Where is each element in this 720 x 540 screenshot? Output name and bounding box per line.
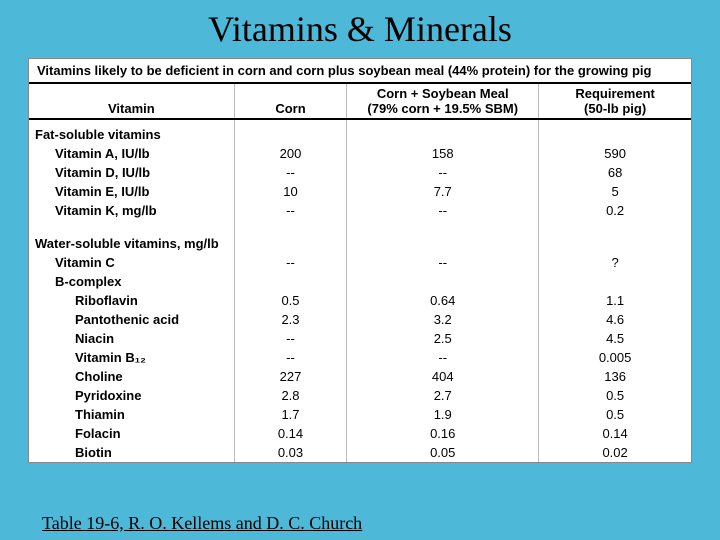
table-row: Vitamin B₁₂----0.005	[29, 348, 691, 367]
table-row: Pantothenic acid2.33.24.6	[29, 310, 691, 329]
cell: 1.9	[347, 405, 539, 424]
table-row: Fat-soluble vitamins	[29, 125, 691, 144]
vitamins-table-container: Vitamins likely to be deficient in corn …	[28, 58, 692, 463]
row-name: Vitamin D, IU/lb	[29, 163, 234, 182]
row-name: Riboflavin	[29, 291, 234, 310]
table-row: Vitamin D, IU/lb----68	[29, 163, 691, 182]
cell: 2.8	[234, 386, 347, 405]
cell: 158	[347, 144, 539, 163]
cell: 4.5	[539, 329, 691, 348]
cell: 0.005	[539, 348, 691, 367]
row-name: Thiamin	[29, 405, 234, 424]
table-row: Niacin--2.54.5	[29, 329, 691, 348]
cell: 2.5	[347, 329, 539, 348]
cell: 10	[234, 182, 347, 201]
table-row: Water-soluble vitamins, mg/lb	[29, 234, 691, 253]
cell: 0.05	[347, 443, 539, 462]
cell: 4.6	[539, 310, 691, 329]
cell: --	[347, 163, 539, 182]
cell: --	[234, 201, 347, 220]
row-name: Vitamin C	[29, 253, 234, 272]
cell: 227	[234, 367, 347, 386]
cell: 0.14	[234, 424, 347, 443]
col-mix: Corn + Soybean Meal (79% corn + 19.5% SB…	[347, 84, 539, 119]
col-mix-l2: (79% corn + 19.5% SBM)	[367, 101, 518, 116]
cell: 0.64	[347, 291, 539, 310]
table-row: Biotin0.030.050.02	[29, 443, 691, 462]
row-name: Pantothenic acid	[29, 310, 234, 329]
col-corn: Corn	[234, 84, 347, 119]
section-bcomplex: B-complex	[29, 272, 234, 291]
cell: --	[347, 348, 539, 367]
row-name: Biotin	[29, 443, 234, 462]
cell: --	[234, 163, 347, 182]
cell: 0.2	[539, 201, 691, 220]
cell: --	[234, 253, 347, 272]
table-row: Choline227404136	[29, 367, 691, 386]
cell: ?	[539, 253, 691, 272]
cell: --	[234, 329, 347, 348]
cell: 0.14	[539, 424, 691, 443]
table-row: Vitamin K, mg/lb----0.2	[29, 201, 691, 220]
table-row: Thiamin1.71.90.5	[29, 405, 691, 424]
row-name: Vitamin A, IU/lb	[29, 144, 234, 163]
cell: 1.1	[539, 291, 691, 310]
cell: 0.5	[234, 291, 347, 310]
col-req-l1: Requirement	[575, 86, 654, 101]
table-row: Pyridoxine2.82.70.5	[29, 386, 691, 405]
cell: 68	[539, 163, 691, 182]
cell: 0.03	[234, 443, 347, 462]
row-name: Niacin	[29, 329, 234, 348]
cell: 136	[539, 367, 691, 386]
table-row: Riboflavin0.50.641.1	[29, 291, 691, 310]
source-citation: Table 19-6, R. O. Kellems and D. C. Chur…	[42, 513, 362, 534]
table-row: B-complex	[29, 272, 691, 291]
cell: 590	[539, 144, 691, 163]
row-name: Pyridoxine	[29, 386, 234, 405]
cell: 5	[539, 182, 691, 201]
cell: 2.3	[234, 310, 347, 329]
col-mix-l1: Corn + Soybean Meal	[377, 86, 509, 101]
row-name: Vitamin B₁₂	[29, 348, 234, 367]
cell: 2.7	[347, 386, 539, 405]
cell: 0.02	[539, 443, 691, 462]
row-name: Vitamin E, IU/lb	[29, 182, 234, 201]
cell: --	[347, 201, 539, 220]
cell: 7.7	[347, 182, 539, 201]
col-req-l2: (50-lb pig)	[584, 101, 646, 116]
section-water: Water-soluble vitamins, mg/lb	[29, 234, 234, 253]
table-row: Vitamin A, IU/lb200158590	[29, 144, 691, 163]
section-fat: Fat-soluble vitamins	[29, 125, 234, 144]
col-req: Requirement (50-lb pig)	[539, 84, 691, 119]
table-row: Vitamin C----?	[29, 253, 691, 272]
table-row: Vitamin E, IU/lb107.75	[29, 182, 691, 201]
cell: --	[234, 348, 347, 367]
table-caption: Vitamins likely to be deficient in corn …	[29, 59, 691, 84]
cell: 0.16	[347, 424, 539, 443]
cell: --	[347, 253, 539, 272]
row-name: Choline	[29, 367, 234, 386]
cell: 3.2	[347, 310, 539, 329]
cell: 200	[234, 144, 347, 163]
table-row: Folacin0.140.160.14	[29, 424, 691, 443]
col-vitamin: Vitamin	[29, 84, 234, 119]
cell: 0.5	[539, 386, 691, 405]
row-name: Vitamin K, mg/lb	[29, 201, 234, 220]
cell: 0.5	[539, 405, 691, 424]
slide-title: Vitamins & Minerals	[0, 0, 720, 58]
cell: 1.7	[234, 405, 347, 424]
table-row	[29, 220, 691, 234]
cell: 404	[347, 367, 539, 386]
header-row: Vitamin Corn Corn + Soybean Meal (79% co…	[29, 84, 691, 119]
row-name: Folacin	[29, 424, 234, 443]
vitamins-table: Vitamin Corn Corn + Soybean Meal (79% co…	[29, 84, 691, 462]
